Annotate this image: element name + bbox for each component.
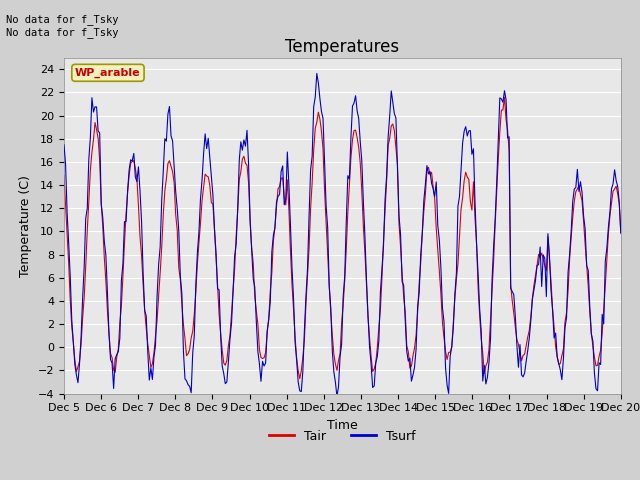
Tair [226, 333, 234, 338]
Tsurf [254, 348, 262, 354]
X-axis label: Time: Time [327, 419, 358, 432]
Line: Tair: Tair [64, 97, 621, 379]
Title: Temperatures: Temperatures [285, 38, 399, 56]
Tsurf [129, 158, 136, 164]
Tair [296, 376, 303, 382]
Text: WP_arable: WP_arable [75, 68, 141, 78]
Tsurf [226, 336, 234, 342]
Tsurf [244, 161, 252, 167]
Tsurf [60, 142, 68, 148]
Legend: Tair, Tsurf: Tair, Tsurf [264, 425, 420, 448]
Tair [244, 180, 252, 186]
Tair [60, 173, 68, 179]
Tair [589, 343, 596, 349]
Text: No data for f_Tsky
No data for f_Tsky: No data for f_Tsky No data for f_Tsky [6, 14, 119, 38]
Tsurf [617, 230, 625, 236]
Tair [254, 321, 262, 327]
Tair [617, 230, 625, 236]
Line: Tsurf: Tsurf [64, 73, 621, 396]
Tair [500, 95, 508, 100]
Tsurf [303, 266, 311, 272]
Y-axis label: Temperature (C): Temperature (C) [19, 175, 32, 276]
Tsurf [589, 338, 596, 344]
Tsurf [313, 71, 321, 76]
Tsurf [333, 394, 341, 399]
Tair [305, 246, 313, 252]
Tair [129, 158, 136, 164]
